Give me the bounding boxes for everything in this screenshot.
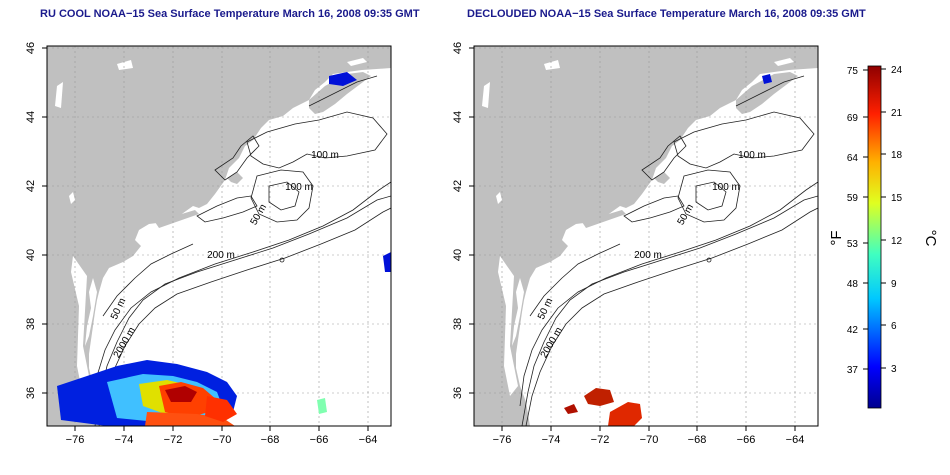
fahrenheit-tick: 42 — [847, 325, 859, 336]
colorbar: 75 69 64 59 53 48 42 37 24 21 18 15 12 9… — [828, 65, 939, 409]
contour-label: 100 m — [712, 182, 740, 193]
celsius-tick: 24 — [891, 65, 903, 76]
y-tick-label: 40 — [452, 249, 464, 261]
map-right: 100 m 100 m 50 m 200 m 50 m 2000 m −76 −… — [452, 42, 819, 446]
x-tick-label: −72 — [164, 434, 183, 446]
sst-patches-left — [57, 72, 391, 426]
fahrenheit-tick: 37 — [847, 365, 859, 376]
celsius-tick: 12 — [891, 236, 903, 247]
celsius-tick: 21 — [891, 108, 903, 119]
x-tick-label: −76 — [493, 434, 512, 446]
x-tick-label: −68 — [688, 434, 707, 446]
contour-label: 50 m — [109, 297, 128, 322]
y-tick-label: 36 — [25, 387, 37, 399]
contour-label: 100 m — [738, 150, 766, 161]
x-tick-label: −76 — [66, 434, 85, 446]
fahrenheit-tick: 48 — [847, 279, 859, 290]
sst-patches-right — [564, 74, 772, 426]
map-title-left: RU COOL NOAA−15 Sea Surface Temperature … — [40, 8, 420, 20]
y-tick-label: 42 — [25, 180, 37, 192]
contour-label: 100 m — [311, 150, 339, 161]
celsius-tick: 18 — [891, 150, 903, 161]
x-tick-label: −66 — [310, 434, 329, 446]
x-tick-label: −70 — [213, 434, 232, 446]
x-tick-label: −64 — [786, 434, 805, 446]
celsius-tick: 15 — [891, 193, 903, 204]
fahrenheit-tick: 59 — [847, 193, 859, 204]
contour-label: 200 m — [634, 250, 662, 261]
x-tick-label: −68 — [261, 434, 280, 446]
contour-label: 50 m — [536, 297, 555, 322]
fahrenheit-tick: 75 — [847, 66, 859, 77]
fahrenheit-tick: 64 — [847, 153, 859, 164]
celsius-tick: 6 — [891, 321, 897, 332]
y-tick-label: 38 — [25, 318, 37, 330]
x-tick-label: −74 — [115, 434, 134, 446]
celsius-tick: 3 — [891, 364, 897, 375]
celsius-tick: 9 — [891, 279, 897, 290]
x-tick-label: −70 — [640, 434, 659, 446]
contour-label: 100 m — [285, 182, 313, 193]
contour-label: 50 m — [249, 202, 270, 227]
y-tick-label: 44 — [25, 111, 37, 123]
y-tick-label: 38 — [452, 318, 464, 330]
fahrenheit-tick: 69 — [847, 113, 859, 124]
y-tick-label: 40 — [25, 249, 37, 261]
y-tick-label: 42 — [452, 180, 464, 192]
x-tick-label: −66 — [737, 434, 756, 446]
colorbar-gradient — [867, 65, 882, 409]
y-tick-label: 36 — [452, 387, 464, 399]
celsius-unit-label: °C — [922, 230, 939, 247]
x-tick-label: −64 — [359, 434, 378, 446]
x-tick-label: −72 — [591, 434, 610, 446]
y-tick-label: 46 — [25, 42, 37, 54]
fahrenheit-tick: 53 — [847, 239, 859, 250]
contour-label: 200 m — [207, 250, 235, 261]
fahrenheit-unit-label: °F — [828, 230, 845, 245]
contour-label: 50 m — [676, 202, 697, 227]
contour-label: 2000 m — [539, 326, 565, 360]
map-left: 100 m 100 m 50 m 200 m 50 m 2000 m −76 −… — [25, 42, 392, 446]
x-tick-label: −74 — [542, 434, 561, 446]
map-title-right: DECLOUDED NOAA−15 Sea Surface Temperatur… — [467, 8, 866, 20]
y-tick-label: 46 — [452, 42, 464, 54]
contour-label: 2000 m — [112, 326, 138, 360]
y-tick-label: 44 — [452, 111, 464, 123]
